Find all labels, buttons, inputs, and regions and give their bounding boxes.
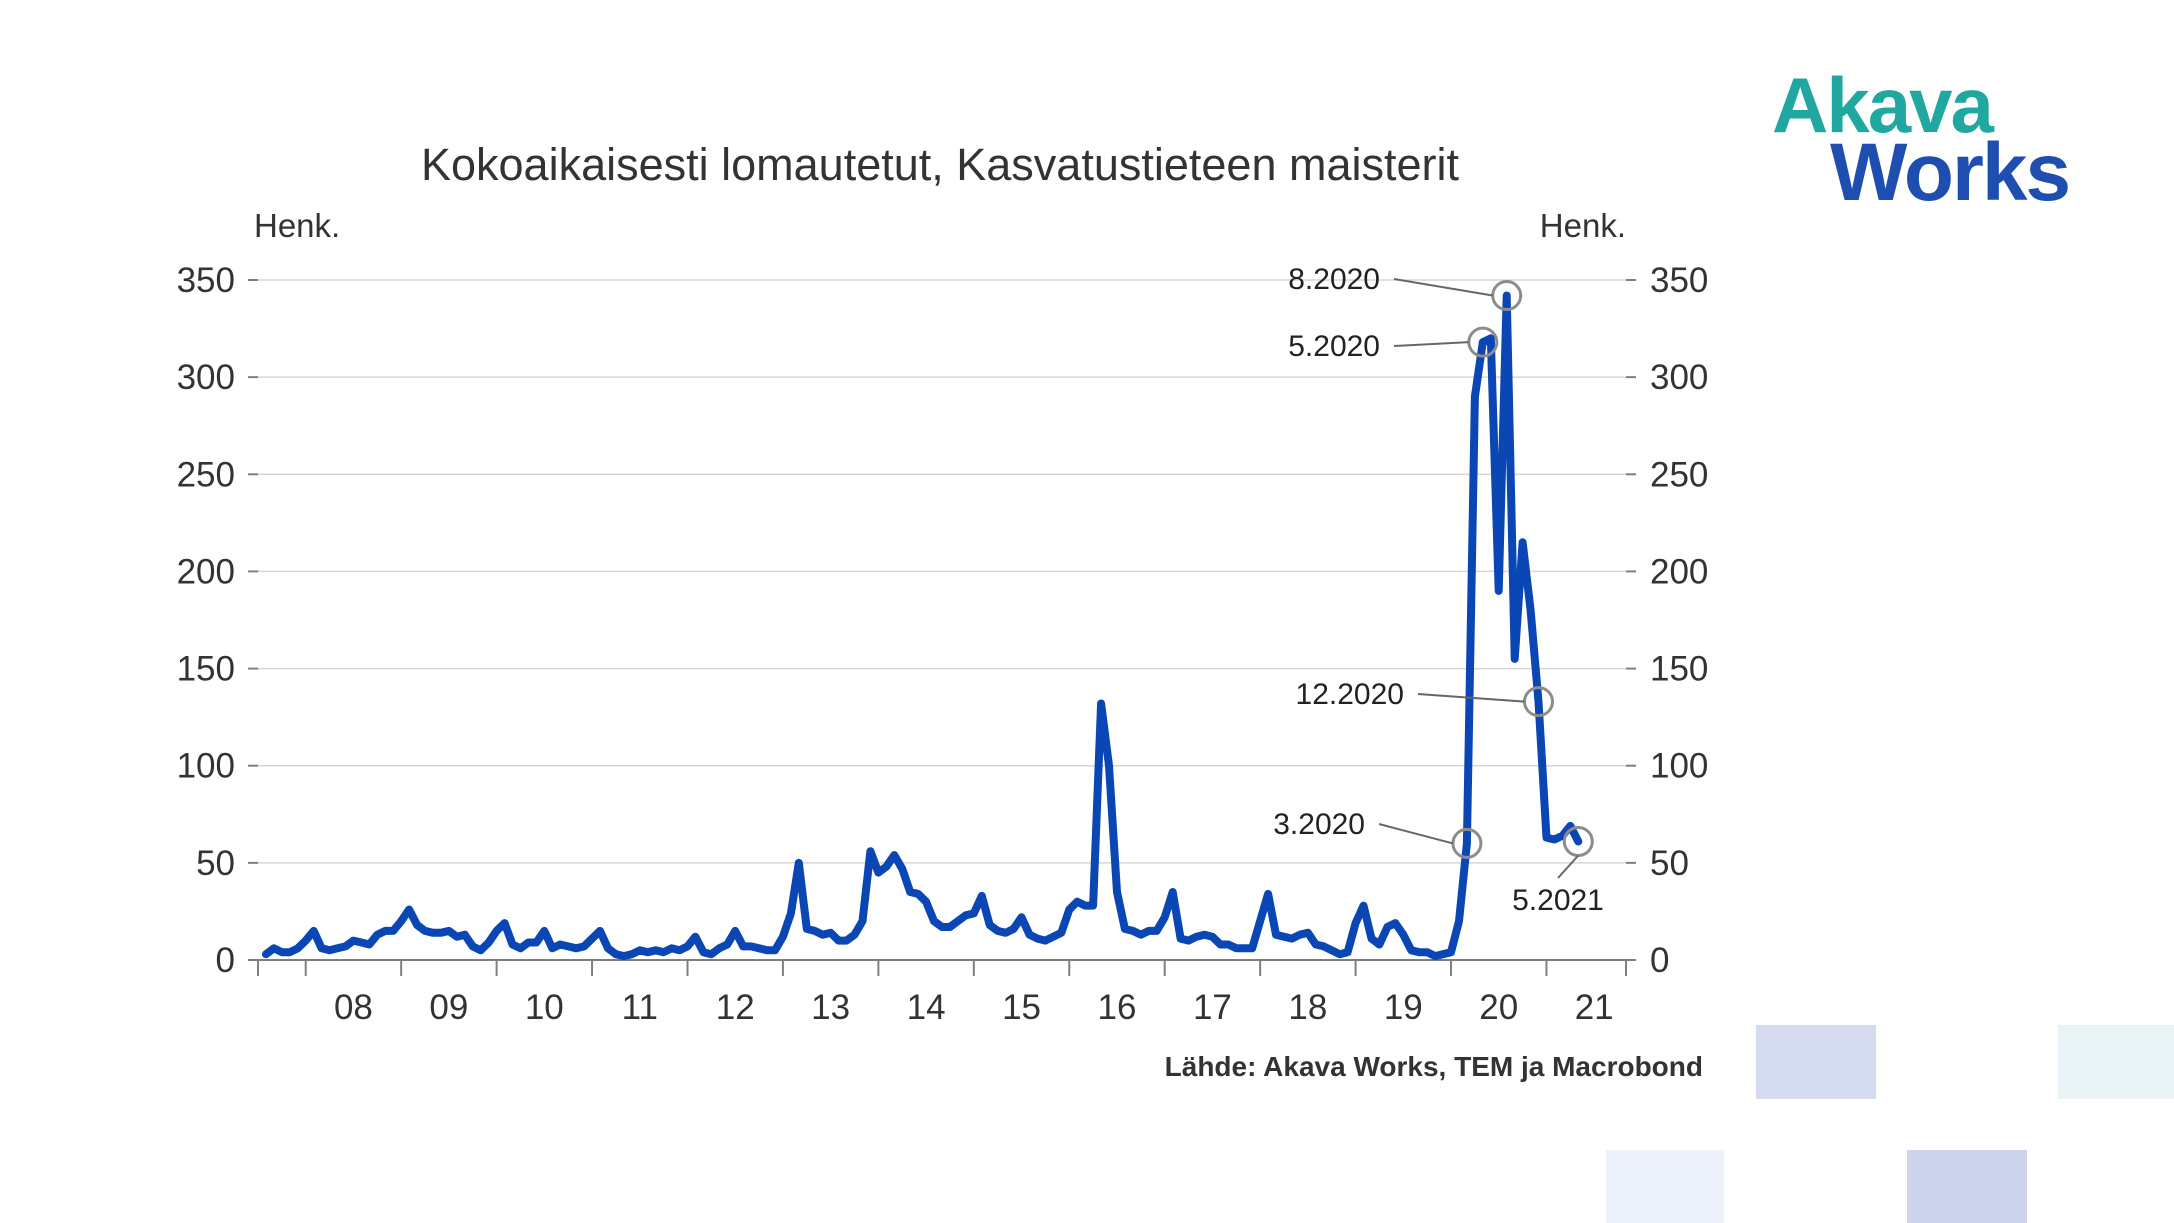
y-tick-label-left: 0 [216,941,235,980]
decor-square [1756,1025,1876,1099]
plot-area [262,291,1583,961]
y-tick-label-left: 250 [177,455,235,494]
annotation-leader [1417,693,1525,703]
right-axis-unit: Henk. [1540,207,1626,244]
y-tick-label-right: 200 [1650,552,1708,591]
annotation-label: 5.2021 [1512,884,1604,917]
left-axis-unit: Henk. [254,207,340,244]
source-note: Lähde: Akava Works, TEM ja Macrobond [1165,1051,1703,1082]
y-tick-label-right: 150 [1650,650,1708,689]
y-tick-label-left: 100 [177,747,235,786]
y-tick-label-left: 150 [177,650,235,689]
x-tick-label: 15 [1002,988,1041,1027]
annotation-leader [1378,823,1454,845]
annotation-leader [1557,854,1580,879]
y-tick-label-left: 200 [177,552,235,591]
akava-works-logo: Akava Works [1772,61,2071,218]
annotation-label: 3.2020 [1273,808,1365,841]
y-tick-label-right: 50 [1650,844,1689,883]
x-tick-label: 21 [1575,988,1614,1027]
x-tick-label: 17 [1193,988,1232,1027]
logo-line-2: Works [1830,127,2069,218]
x-tick-label: 18 [1288,988,1327,1027]
y-tick-label-left: 350 [177,261,235,300]
decor-square [1907,1150,2027,1223]
annotation-leader [1393,278,1493,297]
x-tick-label: 20 [1479,988,1518,1027]
x-tick-label: 08 [334,988,373,1027]
decor-square [2058,1025,2174,1099]
y-tick-label-right: 250 [1650,455,1708,494]
annotations: 8.2020 5.2020 12.2020 3.2020 5.2021 [1273,263,1604,917]
gridlines [258,279,1626,864]
x-tick-label: 12 [716,988,755,1027]
chart-title: Kokoaikaisesti lomautetut, Kasvatustiete… [421,139,1460,190]
x-tick-label: 19 [1384,988,1423,1027]
x-tick-label: 14 [907,988,946,1027]
x-tick-label: 09 [429,988,468,1027]
axes: 0 0 50 50 100 100 150 150 200 200 250 250 300 300 350 3… [177,261,1709,1027]
series-line [262,291,1583,961]
decor-square [1606,1150,1724,1223]
x-tick-label: 16 [1098,988,1137,1027]
annotation-label: 12.2020 [1296,678,1404,711]
y-tick-label-right: 350 [1650,261,1708,300]
x-tick-label: 11 [622,988,658,1027]
annotation-leader [1393,341,1469,347]
y-tick-label-right: 300 [1650,358,1708,397]
annotation-label: 5.2020 [1288,330,1380,363]
y-tick-label-left: 300 [177,358,235,397]
logo-line-1: Akava [1772,61,1994,149]
y-tick-label-right: 0 [1650,941,1669,980]
x-tick-label: 10 [525,988,564,1027]
annotation-label: 8.2020 [1288,263,1380,296]
x-tick-label: 13 [811,988,850,1027]
y-tick-label-left: 50 [196,844,235,883]
y-tick-label-right: 100 [1650,747,1708,786]
